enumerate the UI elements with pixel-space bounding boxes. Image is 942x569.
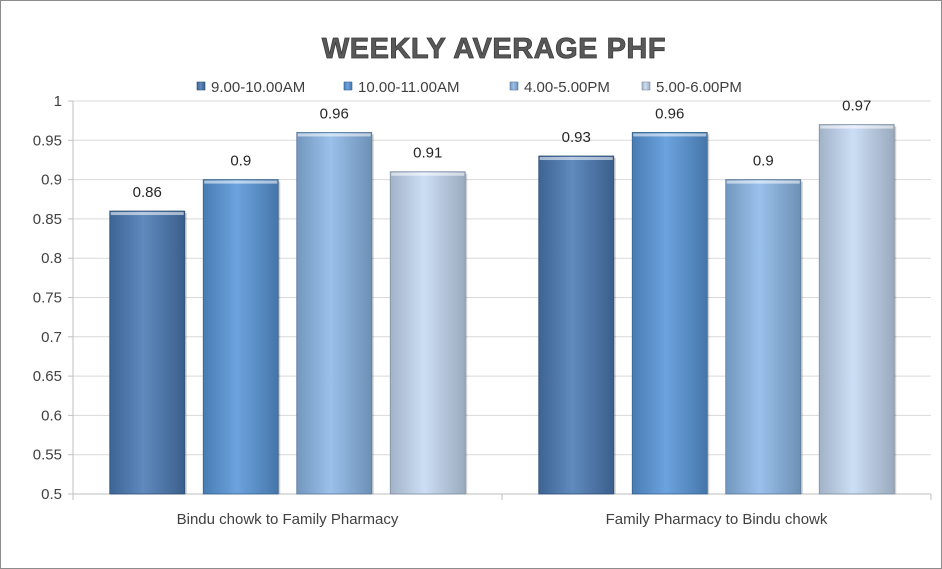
x-axis: Bindu chowk to Family Pharmacy Family Pha… xyxy=(72,493,932,528)
bar-highlight xyxy=(820,125,894,129)
bar xyxy=(109,210,186,495)
bar xyxy=(389,171,466,495)
y-tick-label: 0.8 xyxy=(41,250,62,267)
y-tick-label: 0.65 xyxy=(33,368,62,385)
bar-highlight xyxy=(391,172,465,176)
legend-label: 9.00-10.00AM xyxy=(211,79,305,96)
x-category-label: Bindu chowk to Family Pharmacy xyxy=(177,511,399,528)
data-label: 0.91 xyxy=(413,145,442,162)
bar-highlight xyxy=(633,133,707,137)
y-tick-label: 0.5 xyxy=(41,486,62,503)
legend-label: 4.00-5.00PM xyxy=(524,79,610,96)
bar-highlight xyxy=(297,133,371,137)
y-tick-label: 0.7 xyxy=(41,329,62,346)
chart-title: WEEKLY AVERAGE PHF xyxy=(322,33,666,65)
legend: 9.00-10.00AM 10.00-11.00AM 4.00-5.00PM 5.00… xyxy=(196,79,742,96)
data-label: 0.96 xyxy=(320,105,349,122)
y-tick-label: 0.9 xyxy=(41,172,62,189)
y-tick-label: 0.6 xyxy=(41,407,62,424)
data-label: 0.9 xyxy=(753,153,774,170)
bar xyxy=(296,132,373,495)
bar xyxy=(818,124,895,495)
bar-highlight xyxy=(539,157,613,161)
data-labels: 0.86 0.9 0.96 0.91 0.93 0.96 0.9 0.97 xyxy=(133,98,872,201)
bar xyxy=(725,179,802,495)
legend-swatch xyxy=(509,81,519,91)
legend-swatch xyxy=(343,81,353,91)
data-label: 0.9 xyxy=(230,153,251,170)
y-tick-label: 0.75 xyxy=(33,290,62,307)
y-tick-label: 1 xyxy=(54,93,62,110)
x-category-label: Family Pharmacy to Bindu chowk xyxy=(606,511,828,528)
bar-highlight xyxy=(726,180,800,184)
y-tick-label: 0.95 xyxy=(33,132,62,149)
bar xyxy=(202,179,279,495)
y-tick-label: 0.55 xyxy=(33,447,62,464)
bar-highlight xyxy=(110,212,184,216)
legend-label: 10.00-11.00AM xyxy=(358,79,459,96)
bars xyxy=(109,124,897,495)
legend-label: 5.00-6.00PM xyxy=(656,79,742,96)
data-label: 0.93 xyxy=(562,129,591,146)
y-tick-label: 0.85 xyxy=(33,211,62,228)
bar xyxy=(631,132,708,495)
legend-swatch xyxy=(641,81,651,91)
bar-highlight xyxy=(204,180,278,184)
data-label: 0.86 xyxy=(133,184,162,201)
data-label: 0.97 xyxy=(842,98,871,115)
legend-swatch xyxy=(196,81,206,91)
y-axis: 0.5 0.55 0.6 0.65 0.7 0.75 0.8 0.85 0.9 0.95 1 xyxy=(33,93,74,503)
bar xyxy=(538,155,615,495)
data-label: 0.96 xyxy=(655,105,684,122)
